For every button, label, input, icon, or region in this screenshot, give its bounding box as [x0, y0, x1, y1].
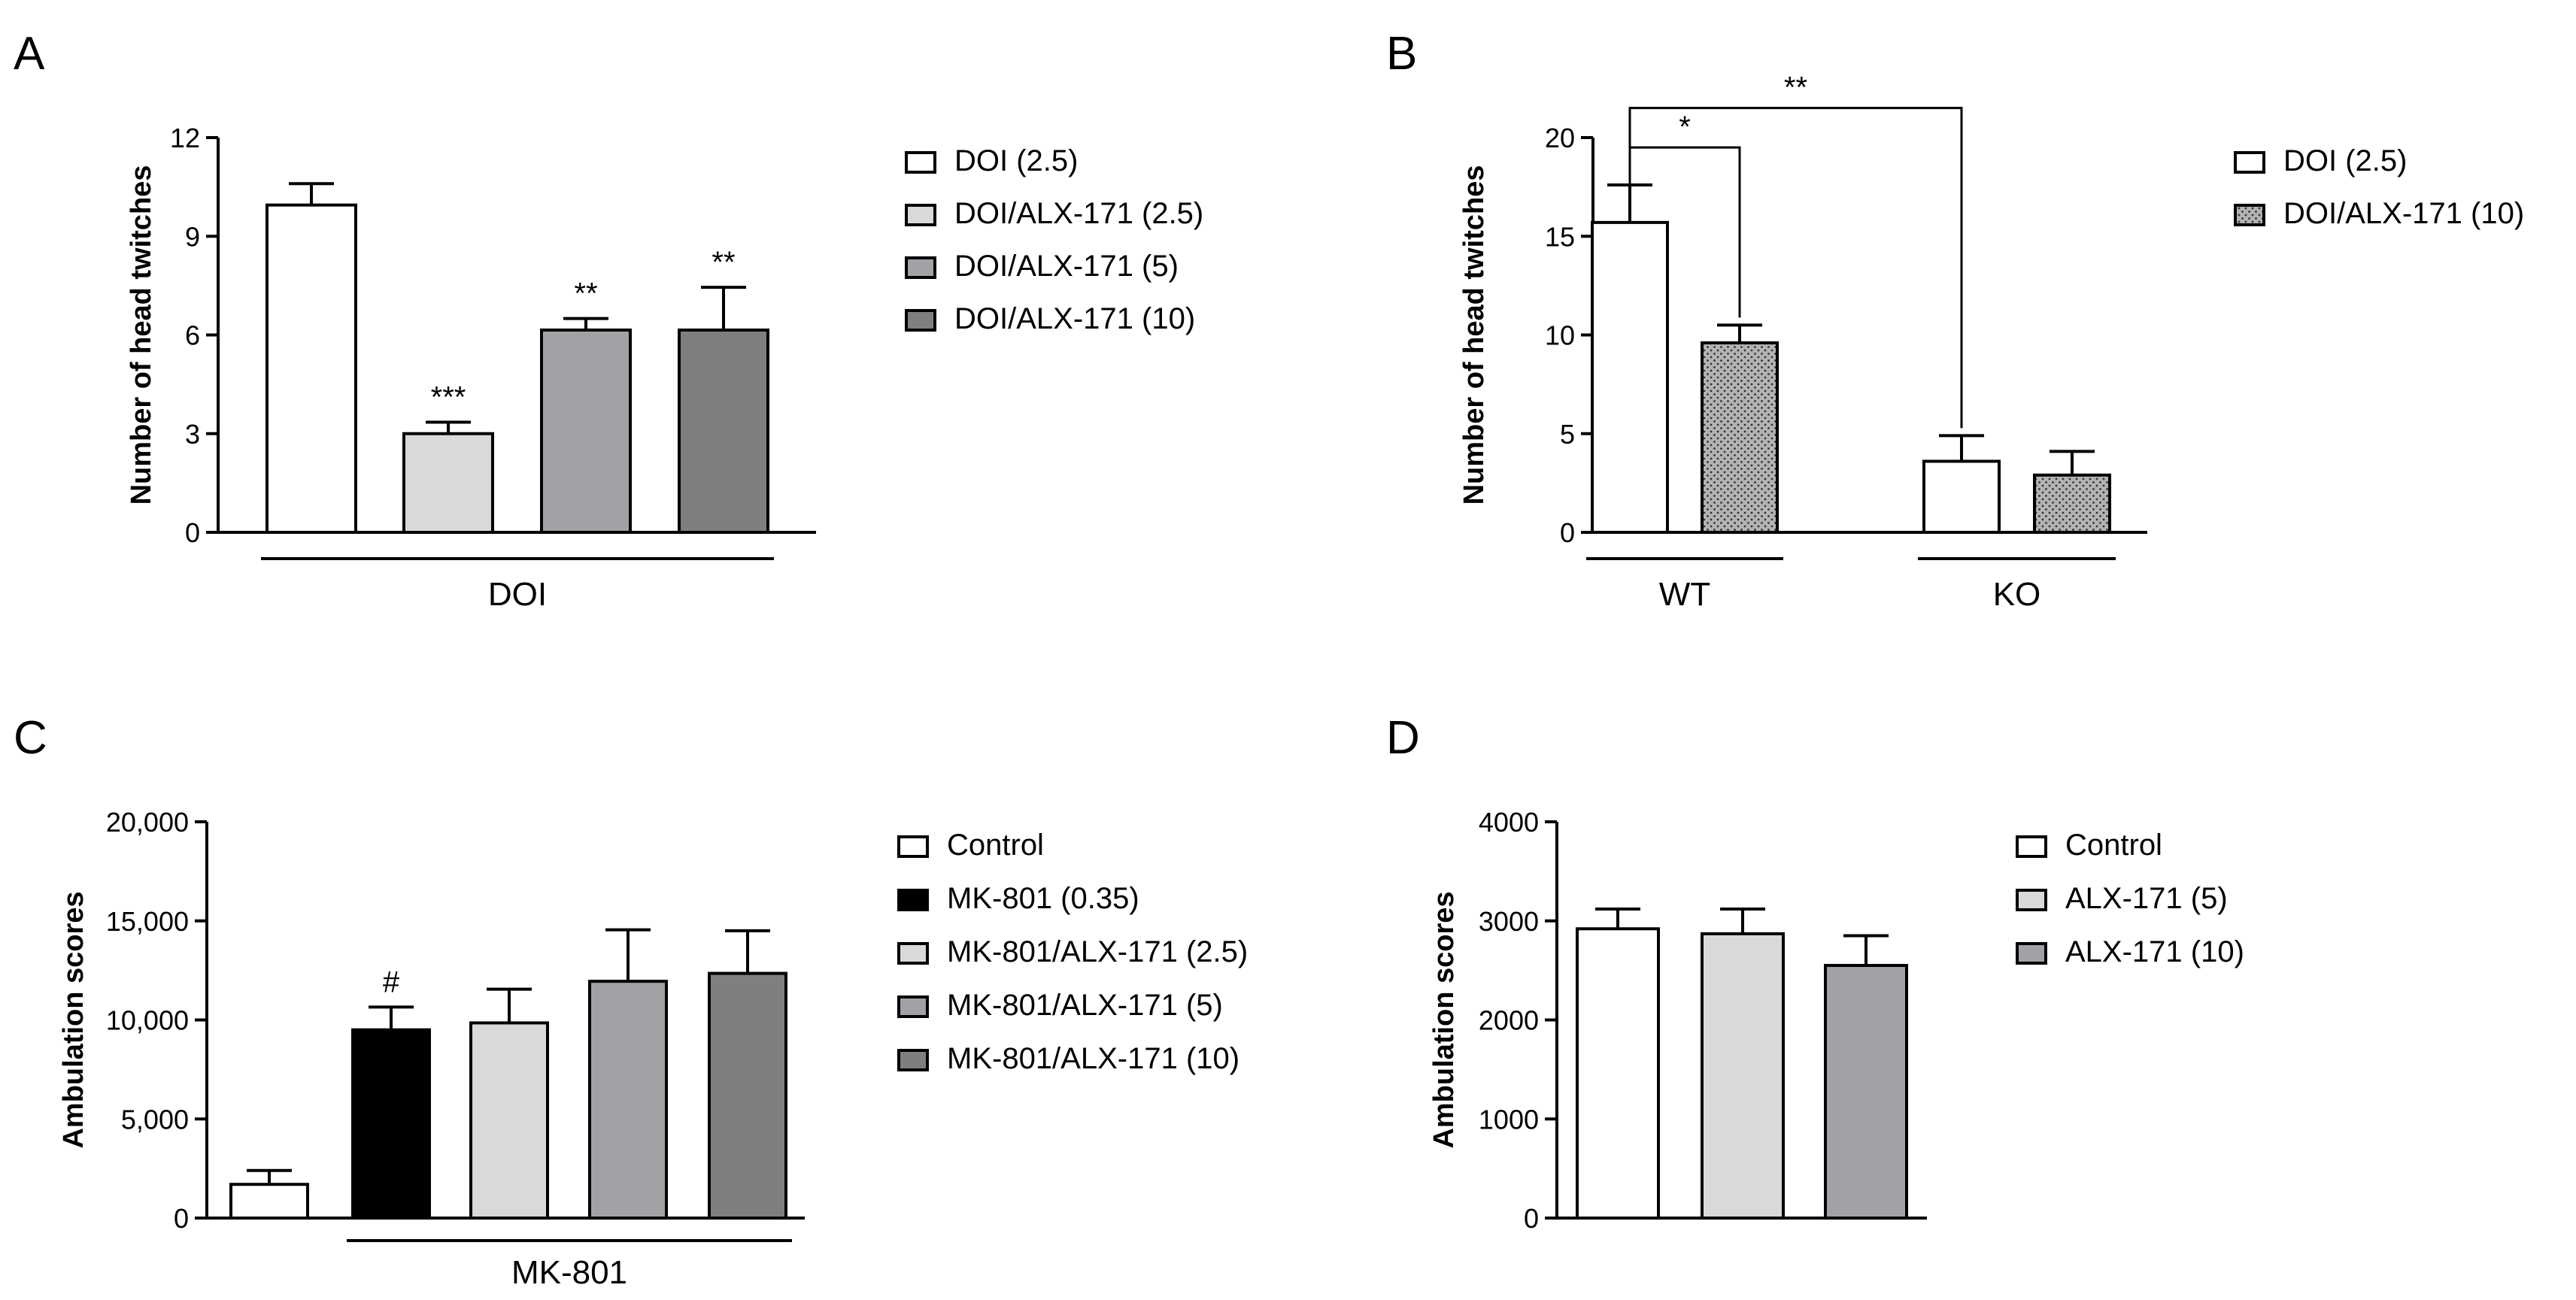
legend-label: DOI/ALX-171 (10)	[2283, 197, 2524, 230]
significance-label: **	[574, 277, 597, 311]
y-tick-label: 2000	[1479, 1005, 1539, 1036]
legend-swatch	[905, 151, 936, 174]
bar	[402, 432, 494, 534]
bar	[1701, 341, 1779, 534]
legend-swatch	[897, 942, 929, 965]
bar	[1576, 927, 1660, 1220]
bar	[540, 328, 632, 534]
y-axis-title: Ambulation scores	[58, 891, 90, 1148]
legend-swatch	[2016, 835, 2047, 858]
y-tick-label: 9	[185, 221, 200, 252]
legend-swatch	[2016, 889, 2047, 911]
legend-label: DOI/ALX-171 (2.5)	[954, 197, 1203, 230]
legend-swatch	[897, 995, 929, 1018]
y-tick-label: 0	[174, 1203, 189, 1234]
y-axis-title: Number of head twitches	[126, 165, 157, 505]
legend-swatch	[897, 889, 929, 911]
legend-label: Control	[947, 829, 1044, 862]
bar	[265, 203, 357, 534]
y-tick-label: 20	[1545, 123, 1575, 153]
bar	[1824, 964, 1908, 1220]
panel-letter: C	[14, 712, 47, 764]
y-tick-label: 10	[1545, 320, 1575, 351]
legend-label: MK-801 (0.35)	[947, 882, 1139, 915]
legend-label: MK-801/ALX-171 (10)	[947, 1042, 1239, 1075]
y-tick-label: 3	[185, 419, 200, 450]
y-tick-label: 1000	[1479, 1104, 1539, 1135]
bar	[2033, 473, 2111, 534]
legend-swatch	[897, 835, 929, 858]
group-label: WT	[1659, 576, 1710, 613]
y-axis-title: Number of head twitches	[1458, 165, 1490, 505]
panel-letter: A	[14, 28, 45, 80]
y-tick-label: 12	[170, 123, 200, 153]
y-tick-label: 20,000	[106, 807, 189, 838]
legend-swatch	[897, 1049, 929, 1071]
bracket-label: **	[1784, 71, 1807, 105]
y-tick-label: 15,000	[106, 906, 189, 937]
legend-label: ALX-171 (5)	[2065, 882, 2228, 915]
legend-label: Control	[2065, 829, 2162, 862]
panel-d: D 0 1000 2000 3000 4000 Ambulation scores Contr…	[1386, 712, 2244, 1234]
y-tick-label: 0	[1524, 1203, 1539, 1234]
bar	[351, 1028, 431, 1220]
panel-letter: D	[1386, 712, 1420, 764]
y-tick-label: 15	[1545, 221, 1575, 252]
bar	[708, 971, 787, 1220]
bar	[1922, 459, 2001, 534]
y-tick-label: 5	[1560, 419, 1575, 450]
bar	[469, 1021, 549, 1220]
bar	[1701, 932, 1785, 1220]
legend-label: DOI (2.5)	[2283, 144, 2407, 177]
bar	[678, 328, 769, 534]
group-label: DOI	[488, 576, 547, 613]
legend-label: DOI/ALX-171 (5)	[954, 250, 1179, 283]
significance-label: #	[383, 965, 400, 998]
bar	[1591, 220, 1669, 534]
legend-swatch	[2016, 942, 2047, 965]
y-tick-label: 6	[185, 320, 200, 351]
y-tick-label: 3000	[1479, 906, 1539, 937]
y-tick-label: 5,000	[121, 1104, 189, 1135]
y-tick-label: 10,000	[106, 1005, 189, 1036]
legend-swatch	[2234, 151, 2265, 174]
significance-label: **	[712, 246, 735, 279]
y-tick-label: 4000	[1479, 807, 1539, 838]
bracket-label: *	[1679, 111, 1691, 144]
legend-swatch	[2234, 204, 2265, 226]
legend-label: MK-801/ALX-171 (2.5)	[947, 935, 1248, 968]
group-label: KO	[1993, 576, 2041, 613]
legend-swatch	[905, 256, 936, 279]
bar	[229, 1183, 309, 1220]
group-label: MK-801	[511, 1254, 627, 1291]
y-axis-title: Ambulation scores	[1428, 891, 1460, 1148]
y-tick-label: 0	[185, 517, 200, 548]
panel-letter: B	[1386, 28, 1417, 80]
significance-label: ***	[431, 380, 466, 414]
y-tick-label: 0	[1560, 517, 1575, 548]
legend-swatch	[905, 204, 936, 226]
significance-bracket	[1628, 107, 1963, 429]
legend-label: ALX-171 (10)	[2065, 935, 2244, 968]
legend-label: DOI/ALX-171 (10)	[954, 302, 1195, 335]
legend-swatch	[905, 309, 936, 332]
legend-label: DOI (2.5)	[954, 144, 1078, 177]
legend-label: MK-801/ALX-171 (5)	[947, 989, 1223, 1022]
bar	[588, 980, 668, 1220]
panel-c: C 0 5,000 10,000 15,000 20,000 Ambulation scor…	[14, 712, 1248, 1291]
